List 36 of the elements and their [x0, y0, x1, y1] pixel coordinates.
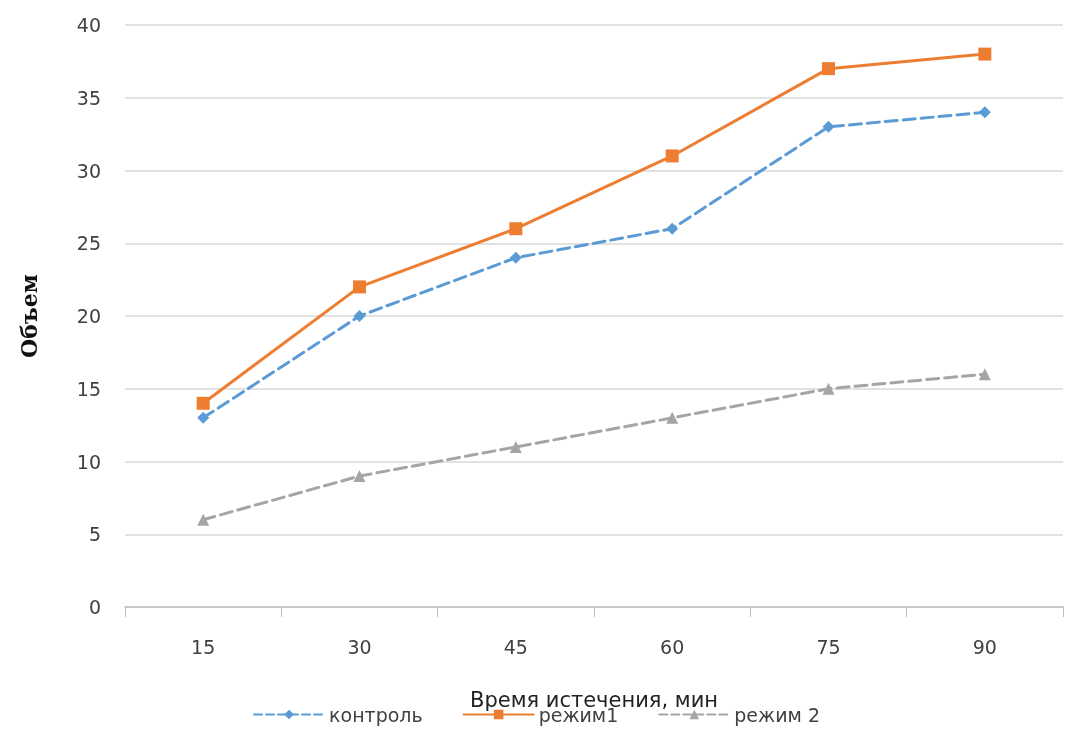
y-tick-label: 10 [76, 450, 101, 473]
point [666, 222, 679, 235]
y-tick-label: 5 [88, 523, 101, 546]
y-tick-label: 15 [76, 377, 101, 400]
x-tick-label: 45 [503, 635, 528, 658]
point [509, 440, 522, 453]
point [197, 513, 210, 526]
point [196, 396, 210, 410]
point [509, 251, 522, 264]
y-tick-label: 25 [76, 232, 101, 255]
point [353, 470, 366, 483]
legend-label: режим 2 [734, 703, 820, 726]
point [353, 310, 366, 322]
legend-label: контроль [329, 703, 423, 726]
y-tick-label: 0 [88, 596, 101, 618]
point [978, 47, 992, 61]
point [822, 62, 835, 76]
point [509, 222, 523, 236]
x-tick-label: 15 [191, 635, 216, 658]
point [665, 149, 679, 163]
point [197, 411, 210, 424]
x-tick-label: 75 [816, 635, 841, 658]
x-tick-label: 90 [972, 635, 997, 658]
point [822, 120, 835, 133]
point [978, 106, 991, 119]
point [666, 411, 679, 424]
y-tick-label: 20 [76, 305, 101, 327]
x-tick-label: 30 [347, 635, 372, 658]
point [822, 382, 835, 395]
y-tick-label: 40 [76, 14, 101, 36]
x-tick-label: 60 [660, 635, 685, 658]
y-tick-label: 35 [76, 86, 101, 109]
y-tick-label: 30 [76, 159, 101, 182]
y-axis-title: Объем [16, 274, 42, 358]
point [978, 368, 991, 381]
point [353, 280, 366, 294]
